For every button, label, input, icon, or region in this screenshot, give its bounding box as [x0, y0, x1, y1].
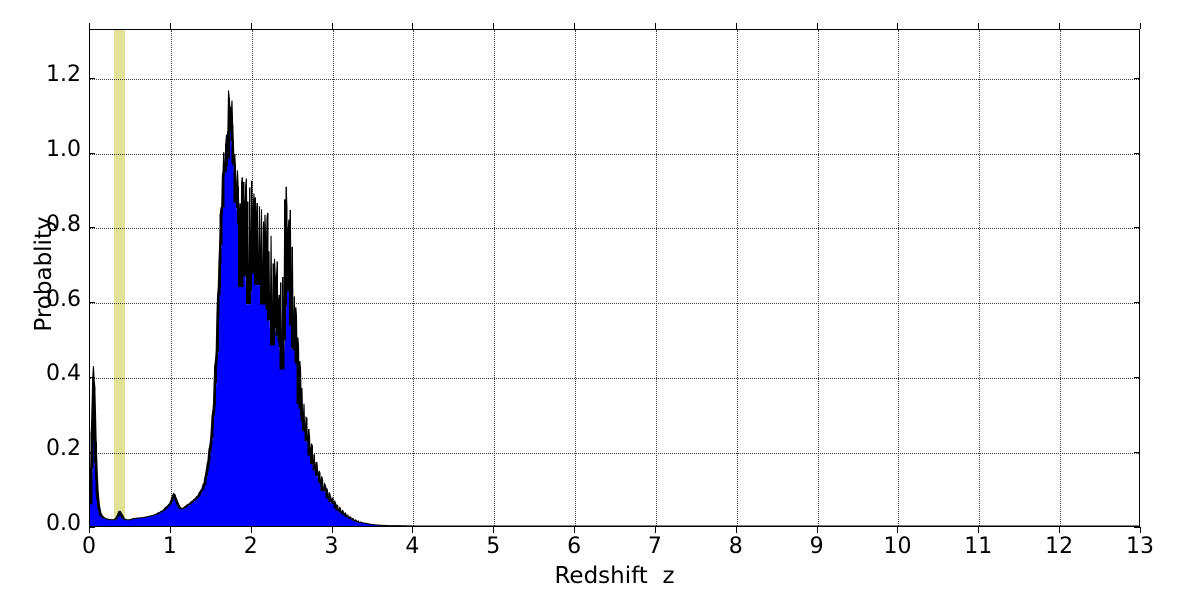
x-tick: [574, 527, 576, 533]
y-tick-right: [1134, 227, 1140, 229]
gridline-vertical: [655, 30, 657, 526]
x-tick-top: [331, 23, 333, 29]
gridline-vertical: [736, 30, 738, 526]
x-tick: [978, 527, 980, 533]
redshift-highlight-band: [114, 30, 126, 526]
plot-area: [90, 30, 1139, 526]
x-tick-top: [250, 23, 252, 29]
distribution-outline: [90, 90, 1139, 526]
x-axis-ticks-top: [89, 23, 1141, 30]
y-tick: [89, 527, 95, 528]
y-tick: [89, 152, 95, 154]
x-tick: [735, 527, 737, 533]
gridline-horizontal: [90, 228, 1139, 230]
x-tick-label: 1: [162, 534, 177, 559]
x-axis-ticks: [89, 527, 1141, 534]
y-tick: [89, 452, 95, 454]
gridline-vertical: [332, 30, 334, 526]
gridline-vertical: [817, 30, 819, 526]
probability-distribution-curve: [90, 90, 1139, 526]
y-axis-ticks-right: [1134, 29, 1141, 528]
x-tick-top: [735, 23, 737, 29]
y-axis-ticks: [89, 29, 96, 528]
gridline-vertical: [1060, 30, 1062, 526]
x-tick-top: [654, 23, 656, 29]
x-tick-label: 10: [883, 534, 912, 559]
x-tick: [169, 527, 171, 533]
plot-axes: [89, 29, 1140, 527]
x-tick-top: [978, 23, 980, 29]
y-tick: [89, 227, 95, 229]
x-tick-label: 12: [1045, 534, 1074, 559]
y-tick: [89, 302, 95, 304]
x-tick: [816, 527, 818, 533]
gridline-horizontal: [90, 78, 1139, 80]
x-tick-top: [816, 23, 818, 29]
gridline-vertical: [413, 30, 415, 526]
x-tick-label: 4: [405, 534, 420, 559]
gridline-horizontal: [90, 378, 1139, 380]
x-tick-label: 11: [964, 534, 993, 559]
x-tick-label: 5: [486, 534, 501, 559]
x-tick-label: 9: [809, 534, 824, 559]
x-tick: [1140, 527, 1141, 533]
gridline-vertical: [494, 30, 496, 526]
x-tick-top: [412, 23, 414, 29]
y-tick: [89, 377, 95, 379]
x-tick: [331, 527, 333, 533]
y-tick-right: [1134, 452, 1140, 454]
gridline-vertical: [898, 30, 900, 526]
x-tick-label: 7: [647, 534, 662, 559]
x-tick-top: [169, 23, 171, 29]
y-tick-right: [1134, 152, 1140, 154]
x-tick: [89, 527, 90, 533]
x-tick-top: [89, 23, 90, 29]
gridline-horizontal: [90, 153, 1139, 155]
x-tick-label: 8: [728, 534, 743, 559]
x-tick-top: [493, 23, 495, 29]
x-tick: [654, 527, 656, 533]
x-tick-label: 0: [82, 534, 96, 559]
x-tick: [897, 527, 899, 533]
distribution-fill: [90, 125, 1139, 526]
x-tick: [412, 527, 414, 533]
y-tick-right: [1134, 527, 1140, 528]
gridline-vertical: [575, 30, 577, 526]
gridline-horizontal: [90, 303, 1139, 305]
x-tick-label: 6: [567, 534, 582, 559]
x-tick-top: [1059, 23, 1061, 29]
gridline-vertical: [979, 30, 981, 526]
x-tick-label: 13: [1126, 534, 1154, 559]
gridline-vertical: [170, 30, 172, 526]
y-tick: [89, 77, 95, 79]
gridline-horizontal: [90, 453, 1139, 455]
x-tick-top: [1140, 23, 1141, 29]
x-tick-label: 3: [324, 534, 339, 559]
x-tick: [1059, 527, 1061, 533]
x-axis-title: Redshift z: [554, 563, 675, 589]
y-tick-right: [1134, 77, 1140, 79]
x-tick-label: 2: [243, 534, 258, 559]
x-tick: [493, 527, 495, 533]
x-tick: [250, 527, 252, 533]
x-tick-top: [897, 23, 899, 29]
y-axis-title: Probablity: [31, 216, 57, 332]
x-tick-top: [574, 23, 576, 29]
y-tick-right: [1134, 302, 1140, 304]
y-tick-right: [1134, 377, 1140, 379]
